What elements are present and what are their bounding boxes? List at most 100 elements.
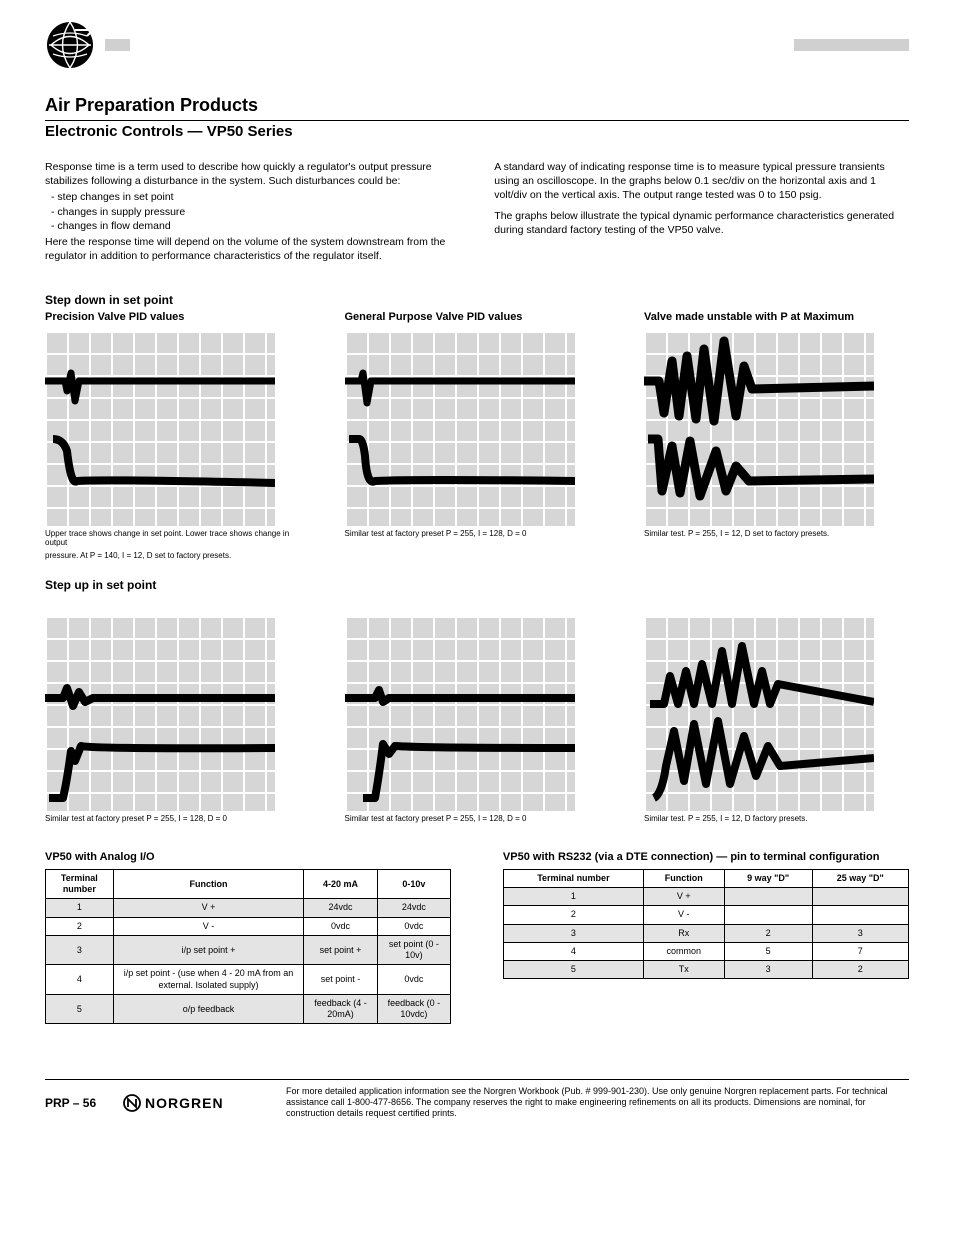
cell: V - bbox=[643, 906, 724, 924]
chart5-caption bbox=[345, 596, 610, 612]
cell: Rx bbox=[643, 924, 724, 942]
chart6-caption bbox=[644, 596, 909, 612]
intro-right: A standard way of indicating response ti… bbox=[494, 160, 909, 263]
cell: 7 bbox=[812, 942, 908, 960]
cell: V + bbox=[113, 899, 304, 917]
chart-5: Similar test at factory preset P = 255, … bbox=[345, 596, 610, 823]
chart1-sub2: pressure. At P = 140, I = 12, D set to f… bbox=[45, 551, 310, 560]
cell: 3 bbox=[46, 935, 114, 965]
chart3-grid bbox=[644, 331, 874, 526]
cell: 0vdc bbox=[304, 917, 377, 935]
chart3-sub: Similar test. P = 255, I = 12, D set to … bbox=[644, 529, 909, 538]
chart2-sub: Similar test at factory preset P = 255, … bbox=[345, 529, 610, 538]
cell: V + bbox=[643, 888, 724, 906]
chart2-svg bbox=[345, 331, 575, 526]
chart-2: General Purpose Valve PID values Similar… bbox=[345, 311, 610, 560]
stepup-title: Step up in set point bbox=[45, 578, 909, 592]
chart4-sub: Similar test at factory preset P = 255, … bbox=[45, 814, 310, 823]
intro-bullet: - step changes in set point bbox=[51, 190, 460, 204]
cell: set point (0 - 10v) bbox=[377, 935, 451, 965]
cell: 3 bbox=[724, 961, 812, 979]
chart-3: Valve made unstable with P at Maximum Si… bbox=[644, 311, 909, 560]
cell: 0vdc bbox=[377, 917, 451, 935]
intro-columns: Response time is a term used to describe… bbox=[45, 160, 909, 263]
cell: 4 bbox=[503, 942, 643, 960]
intro-para2: Here the response time will depend on th… bbox=[45, 235, 460, 263]
chart1-caption: Precision Valve PID values bbox=[45, 311, 310, 327]
intro-bullet: - changes in flow demand bbox=[51, 219, 460, 233]
page-number: PRP – 56 bbox=[45, 1096, 105, 1110]
intro-right1: A standard way of indicating response ti… bbox=[494, 160, 909, 203]
chart2-grid bbox=[345, 331, 575, 526]
t1-h1: Function bbox=[113, 869, 304, 899]
page-footer: PRP – 56 NORGREN For more detailed appli… bbox=[45, 1079, 909, 1118]
chart6-sub: Similar test. P = 255, I = 12, D factory… bbox=[644, 814, 909, 823]
chart-4: Similar test at factory preset P = 255, … bbox=[45, 596, 310, 823]
series-title: Electronic Controls — VP50 Series bbox=[45, 123, 909, 140]
cell: 24vdc bbox=[304, 899, 377, 917]
chart3-svg bbox=[644, 331, 874, 526]
chart2-caption: General Purpose Valve PID values bbox=[345, 311, 610, 327]
chart-area-stepdown: Step down in set point Precision Valve P… bbox=[45, 293, 909, 560]
page-header bbox=[45, 20, 909, 70]
footer-text: For more detailed application informatio… bbox=[286, 1086, 909, 1118]
table1-title: VP50 with Analog I/O bbox=[45, 851, 451, 863]
cell: set point - bbox=[304, 965, 377, 995]
chart6-svg bbox=[644, 616, 874, 811]
chart-area-stepup: Step up in set point Similar test at fac… bbox=[45, 578, 909, 823]
cell: 5 bbox=[503, 961, 643, 979]
divider bbox=[45, 120, 909, 121]
t1-h0: Terminal number bbox=[46, 869, 114, 899]
cell: i/p set point - (use when 4 - 20 mA from… bbox=[113, 965, 304, 995]
cell: feedback (4 - 20mA) bbox=[304, 994, 377, 1024]
t1-h2: 4-20 mA bbox=[304, 869, 377, 899]
norgren-logo: NORGREN bbox=[123, 1094, 268, 1112]
cell: feedback (0 - 10vdc) bbox=[377, 994, 451, 1024]
cell: Tx bbox=[643, 961, 724, 979]
cell: 3 bbox=[503, 924, 643, 942]
cell: i/p set point + bbox=[113, 935, 304, 965]
t2-h3: 25 way "D" bbox=[812, 869, 908, 887]
cell: 4 bbox=[46, 965, 114, 995]
chart3-caption: Valve made unstable with P at Maximum bbox=[644, 311, 909, 327]
intro-right2: The graphs below illustrate the typical … bbox=[494, 209, 909, 237]
cell: 0vdc bbox=[377, 965, 451, 995]
chart5-grid bbox=[345, 616, 575, 811]
cell bbox=[724, 906, 812, 924]
chart4-grid bbox=[45, 616, 275, 811]
cell: set point + bbox=[304, 935, 377, 965]
chart1-grid bbox=[45, 331, 275, 526]
stepdown-title: Step down in set point bbox=[45, 293, 909, 307]
cell bbox=[724, 888, 812, 906]
cell: 2 bbox=[724, 924, 812, 942]
chart-row-1: Precision Valve PID values Upper trace s… bbox=[45, 311, 909, 560]
chart5-svg bbox=[345, 616, 575, 811]
cell bbox=[812, 906, 908, 924]
table2-title: VP50 with RS232 (via a DTE connection) —… bbox=[503, 851, 909, 863]
cell: o/p feedback bbox=[113, 994, 304, 1024]
cell: 2 bbox=[503, 906, 643, 924]
intro-bullet: - changes in supply pressure bbox=[51, 205, 460, 219]
t2-h0: Terminal number bbox=[503, 869, 643, 887]
table-2: Terminal number Function 9 way "D" 25 wa… bbox=[503, 869, 909, 980]
table-1: Terminal number Function 4-20 mA 0-10v 1… bbox=[45, 869, 451, 1025]
cell: common bbox=[643, 942, 724, 960]
cell bbox=[812, 888, 908, 906]
cell: 1 bbox=[503, 888, 643, 906]
table-2-block: VP50 with RS232 (via a DTE connection) —… bbox=[503, 851, 909, 1025]
cell: 5 bbox=[46, 994, 114, 1024]
cell: 2 bbox=[46, 917, 114, 935]
cell: 1 bbox=[46, 899, 114, 917]
intro-left: Response time is a term used to describe… bbox=[45, 160, 460, 263]
chart1-svg bbox=[45, 331, 275, 526]
header-left bbox=[45, 20, 130, 70]
cell: 2 bbox=[812, 961, 908, 979]
chart-1: Precision Valve PID values Upper trace s… bbox=[45, 311, 310, 560]
intro-para1: Response time is a term used to describe… bbox=[45, 160, 460, 188]
tables-row: VP50 with Analog I/O Terminal number Fun… bbox=[45, 851, 909, 1025]
cell: V - bbox=[113, 917, 304, 935]
chart6-grid bbox=[644, 616, 874, 811]
chart4-svg bbox=[45, 616, 275, 811]
t2-h2: 9 way "D" bbox=[724, 869, 812, 887]
section-title: Air Preparation Products bbox=[45, 95, 909, 116]
